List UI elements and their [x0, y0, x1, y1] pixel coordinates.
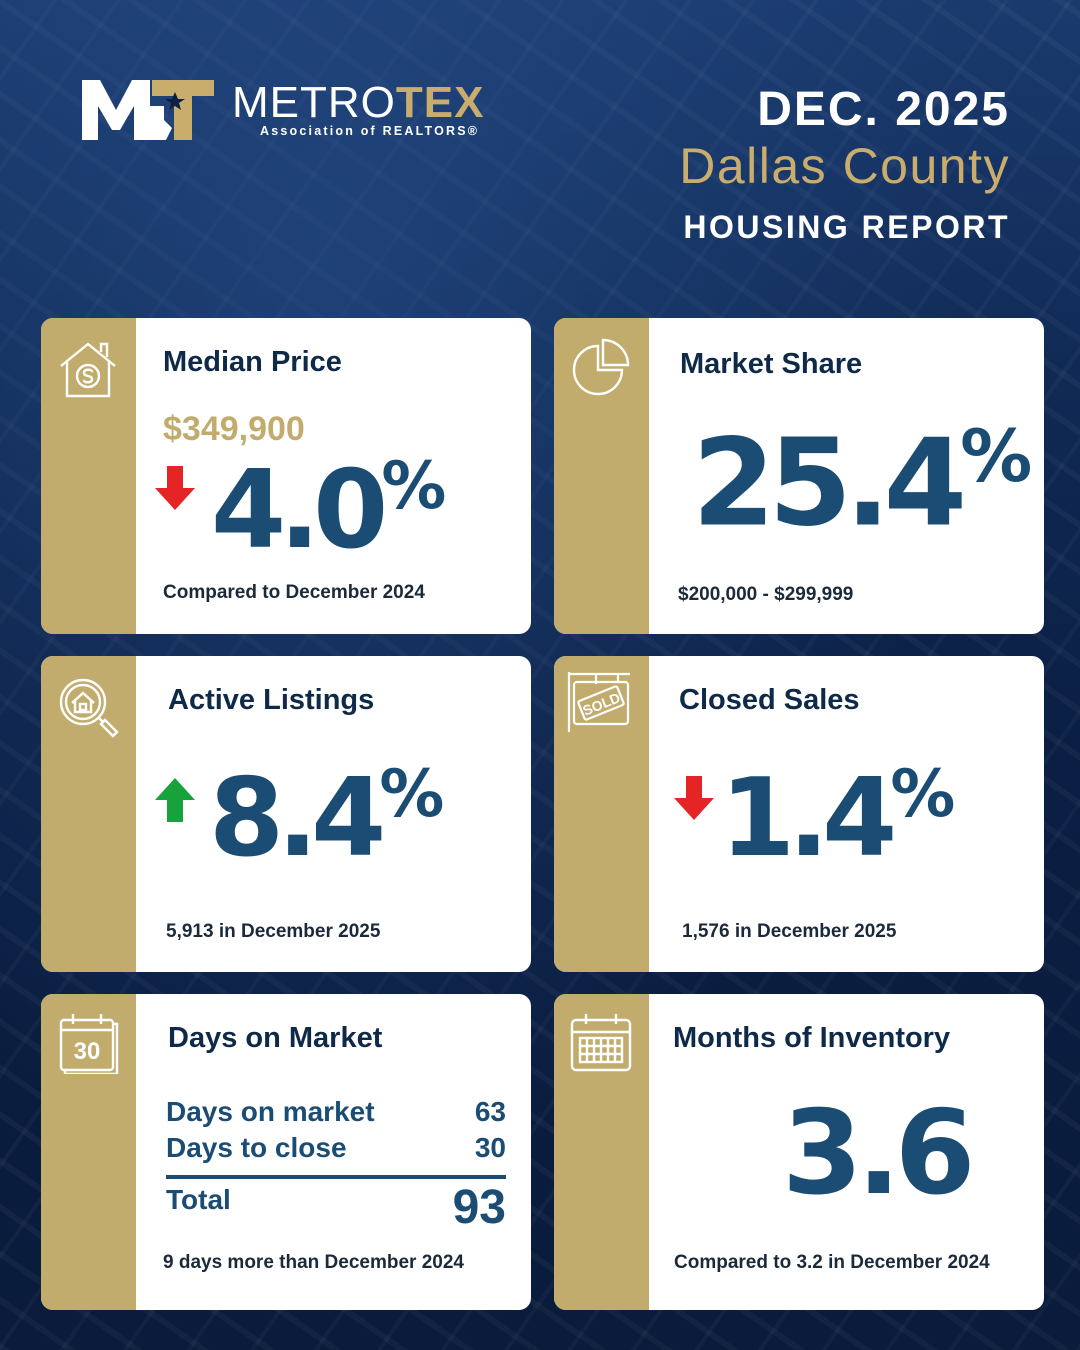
median-price-card: Median Price $349,900 4.0% Compared to D… — [41, 318, 531, 634]
closed-sales-change-number: 1.4 — [720, 756, 897, 881]
closed-sales-title: Closed Sales — [679, 684, 860, 716]
house-search-icon — [59, 678, 119, 738]
percent-sign: % — [890, 757, 955, 832]
days-to-close-value: 30 — [474, 1132, 506, 1163]
market-share-card: Market Share 25.4% $200,000 - $299,999 — [554, 318, 1044, 634]
months-inventory-value: 3.6 — [782, 1086, 975, 1221]
percent-sign: % — [381, 449, 446, 524]
metrotex-logo: METROTEX Association of REALTORS® — [80, 76, 520, 146]
market-share-number: 25.4 — [692, 414, 967, 554]
down-arrow-icon — [674, 776, 714, 820]
card-band — [41, 656, 136, 972]
days-on-market-label: Days on market — [166, 1096, 375, 1127]
active-listings-title: Active Listings — [168, 684, 375, 716]
market-share-value: 25.4% — [692, 414, 1032, 554]
market-share-note: $200,000 - $299,999 — [678, 584, 854, 605]
days-on-market-note: 9 days more than December 2024 — [163, 1252, 464, 1273]
percent-sign: % — [379, 757, 444, 832]
sold-sign-icon: SOLD — [567, 672, 630, 732]
up-arrow-icon — [155, 778, 195, 822]
active-listings-change: 8.4% — [209, 756, 444, 881]
closed-sales-note: 1,576 in December 2025 — [682, 921, 897, 942]
calendar-30-icon: 30 — [59, 1014, 119, 1074]
median-price-note: Compared to December 2024 — [163, 582, 425, 603]
percent-sign: % — [960, 414, 1032, 498]
months-inventory-note: Compared to 3.2 in December 2024 — [674, 1252, 990, 1273]
active-listings-change-number: 8.4 — [209, 756, 386, 881]
calendar-number: 30 — [74, 1038, 101, 1065]
report-county: Dallas County — [679, 138, 1010, 194]
median-price-change: 4.0% — [211, 448, 446, 573]
active-listings-note: 5,913 in December 2025 — [166, 921, 381, 942]
logo-word-metro: METRO — [232, 78, 396, 127]
median-price-title: Median Price — [163, 346, 342, 378]
days-to-close-row: Days to close 30 — [166, 1132, 506, 1164]
median-price-value: $349,900 — [163, 410, 305, 448]
pie-chart-icon — [572, 338, 630, 396]
house-dollar-icon — [60, 342, 116, 398]
down-arrow-icon — [155, 466, 195, 510]
total-divider — [166, 1175, 506, 1179]
days-to-close-label: Days to close — [166, 1132, 347, 1163]
closed-sales-card: SOLD Closed Sales 1.4% 1,576 in December… — [554, 656, 1044, 972]
months-inventory-title: Months of Inventory — [673, 1022, 951, 1054]
total-value: 93 — [452, 1181, 506, 1234]
report-date: DEC. 2025 — [757, 83, 1010, 136]
metrotex-logo-mark-icon — [82, 80, 214, 140]
market-share-title: Market Share — [680, 348, 863, 380]
days-on-market-title: Days on Market — [168, 1022, 383, 1054]
card-band — [41, 994, 136, 1310]
total-label: Total — [166, 1184, 231, 1215]
days-on-market-card: 30 Days on Market Days on market 63 Days… — [41, 994, 531, 1310]
closed-sales-change: 1.4% — [720, 756, 955, 881]
days-on-market-row: Days on market 63 — [166, 1096, 506, 1128]
report-title: HOUSING REPORT — [683, 209, 1010, 245]
logo-wordmark: METROTEX — [232, 78, 484, 128]
total-row: Total 93 — [166, 1181, 506, 1234]
logo-subtitle: Association of REALTORS® — [260, 124, 480, 138]
calendar-grid-icon — [570, 1014, 632, 1072]
logo-word-tex: TEX — [395, 78, 485, 127]
active-listings-card: Active Listings 8.4% 5,913 in December 2… — [41, 656, 531, 972]
months-inventory-card: Months of Inventory 3.6 Compared to 3.2 … — [554, 994, 1044, 1310]
days-on-market-value: 63 — [474, 1096, 506, 1127]
report-header: DEC. 2025 Dallas County HOUSING REPORT — [679, 84, 1010, 258]
median-price-change-number: 4.0 — [211, 448, 388, 573]
